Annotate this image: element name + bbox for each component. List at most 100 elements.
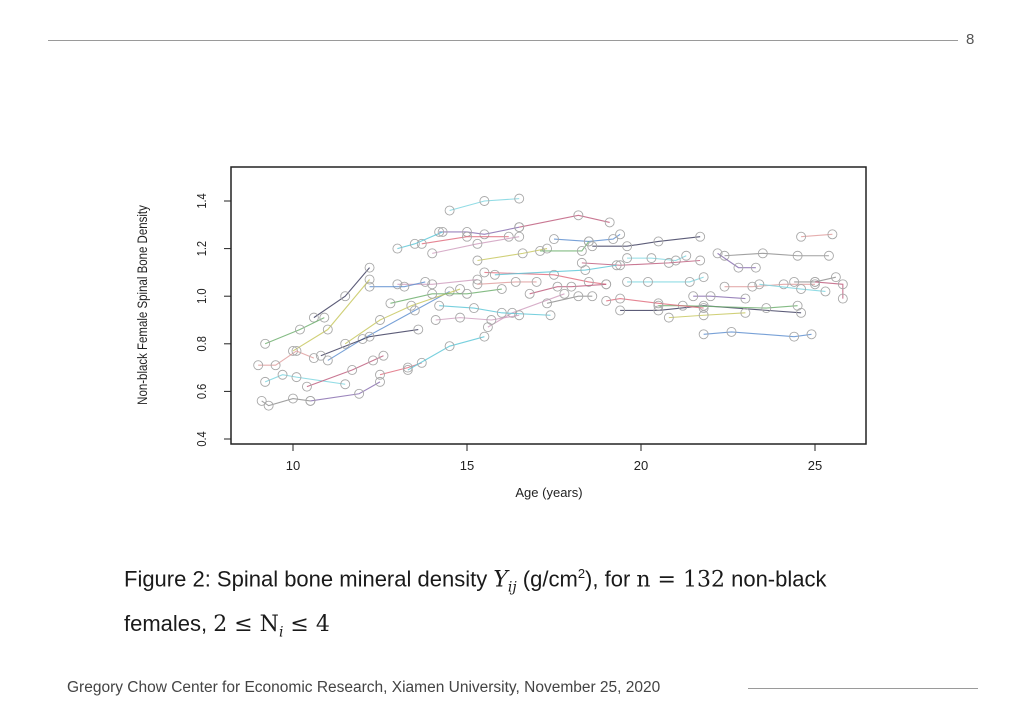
data-point	[263, 400, 274, 411]
data-point	[698, 303, 709, 314]
trajectory-line	[627, 276, 704, 283]
trajectory-line	[320, 328, 419, 357]
subject-trajectory	[622, 250, 692, 266]
trajectory-line	[668, 312, 746, 319]
data-point	[726, 326, 737, 337]
subject-trajectory	[587, 231, 706, 252]
data-point	[437, 226, 448, 237]
data-point	[670, 255, 681, 266]
subject-trajectory	[688, 291, 751, 304]
plot-frame	[230, 166, 867, 445]
data-point	[740, 307, 751, 318]
data-point	[514, 222, 525, 233]
trajectory-line	[717, 252, 756, 269]
caption-line-1: Figure 2: Spinal bone mineral density Yi…	[124, 556, 924, 606]
data-point	[792, 300, 803, 311]
data-point	[260, 338, 271, 349]
data-point	[489, 269, 500, 280]
data-point	[514, 193, 525, 204]
caption-text: Figure 2: Spinal bone mineral density	[124, 566, 494, 592]
data-point	[486, 315, 497, 325]
data-point	[542, 243, 552, 254]
data-point	[549, 234, 559, 245]
subject-trajectory	[444, 193, 525, 216]
data-point	[837, 279, 848, 290]
data-point	[482, 322, 493, 333]
data-point	[830, 272, 841, 283]
data-point	[385, 298, 396, 309]
caption-unit-close: ), for	[585, 566, 637, 592]
data-point	[601, 296, 612, 306]
subject-trajectory	[427, 231, 525, 259]
caption-n: n = 132	[636, 567, 725, 593]
data-point	[402, 365, 413, 375]
subject-trajectory	[796, 229, 838, 242]
subject-trajectory	[489, 260, 622, 280]
data-point	[698, 329, 709, 340]
caption-unit-sup: 2	[577, 566, 586, 581]
data-point	[469, 303, 479, 314]
data-point	[319, 312, 330, 323]
data-point	[315, 350, 326, 361]
data-point	[552, 281, 563, 292]
data-point	[580, 265, 591, 275]
data-point	[291, 372, 302, 383]
subject-trajectory	[402, 331, 490, 375]
data-point	[757, 248, 768, 259]
trajectory-line	[658, 305, 798, 309]
trajectory-line	[529, 283, 607, 295]
data-point	[340, 379, 351, 390]
page-number: 8	[966, 31, 975, 48]
trajectory-line	[327, 290, 450, 361]
data-point	[792, 250, 803, 261]
y-tick-label: 0.6	[194, 383, 209, 399]
data-point	[615, 229, 626, 240]
data-point	[462, 231, 472, 242]
trajectory-line	[620, 305, 802, 314]
data-point	[653, 300, 664, 311]
data-point	[514, 310, 525, 321]
data-point	[750, 262, 761, 273]
subject-trajectory	[340, 284, 465, 349]
caption-text-2: females,	[124, 610, 214, 636]
data-point	[368, 355, 378, 366]
trajectory-line	[627, 255, 687, 262]
subject-trajectory	[472, 276, 542, 290]
subject-trajectory	[482, 288, 570, 333]
data-point	[472, 279, 483, 290]
caption-subscript: ij	[507, 579, 517, 596]
trajectory-line	[801, 233, 833, 238]
subject-trajectory	[514, 210, 615, 233]
data-point	[406, 300, 417, 311]
data-point	[260, 376, 271, 387]
trajectory-line	[390, 288, 502, 304]
trajectory-line	[379, 362, 422, 376]
data-point	[719, 250, 730, 261]
data-point	[622, 241, 633, 252]
x-tick-label: 25	[808, 458, 822, 473]
trajectory-line	[693, 295, 746, 300]
trajectory-line	[258, 350, 315, 366]
subject-trajectory	[434, 300, 556, 321]
data-point	[646, 253, 657, 264]
subject-trajectory	[322, 286, 455, 366]
data-point	[820, 286, 831, 297]
data-point	[434, 226, 445, 237]
data-point	[354, 388, 365, 399]
data-point	[340, 338, 351, 349]
trajectory-line	[264, 374, 346, 385]
subject-trajectory	[622, 272, 709, 287]
subject-trajectory	[375, 357, 427, 380]
data-point	[510, 276, 521, 287]
caption-range-sub: i	[278, 624, 284, 641]
data-point	[496, 307, 507, 318]
data-point	[277, 369, 288, 380]
subject-trajectory	[719, 248, 834, 261]
data-point	[270, 360, 281, 371]
data-point	[601, 279, 612, 290]
trajectory-line	[487, 293, 565, 328]
trajectory-line	[397, 278, 478, 285]
data-point	[364, 262, 375, 273]
trajectory-line	[477, 248, 548, 262]
subject-trajectory	[601, 293, 709, 314]
